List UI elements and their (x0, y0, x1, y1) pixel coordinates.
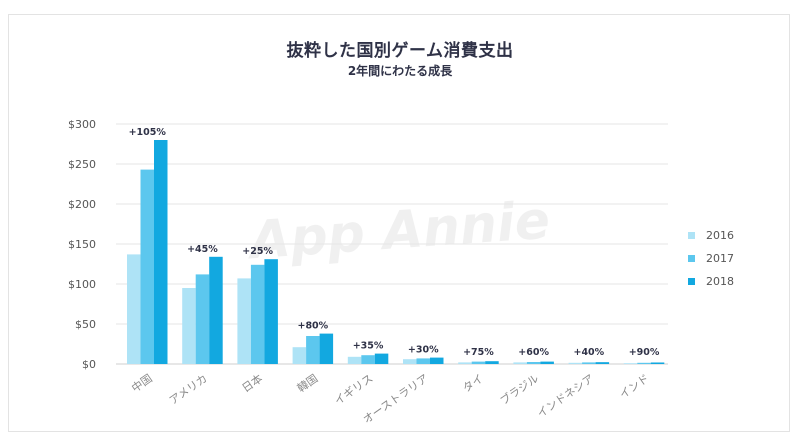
bar-2017 (637, 362, 651, 364)
legend-label: 2017 (706, 252, 734, 265)
bar-2016 (292, 347, 307, 364)
bar-2017 (471, 361, 486, 364)
bar-2018 (485, 361, 499, 364)
x-tick-label: タイ (460, 372, 485, 395)
growth-label: +45% (187, 244, 218, 255)
growth-label: +40% (573, 347, 604, 358)
growth-label: +35% (353, 341, 384, 352)
chart-title: 抜粋した国別ゲーム消費支出 (286, 41, 514, 61)
bar-2017 (526, 362, 541, 364)
bar-2018 (540, 361, 554, 364)
bar-series (127, 140, 665, 364)
bar-2017 (361, 355, 375, 364)
growth-label: +75% (463, 347, 494, 358)
bar-2017 (582, 362, 596, 364)
x-tick-label: ブラジル (497, 371, 541, 408)
bar-2017 (140, 169, 154, 364)
x-tick-label: インド (617, 372, 651, 402)
bar-2016 (347, 356, 362, 364)
x-tick-label: イギリス (332, 372, 375, 408)
bar-2016 (127, 254, 141, 364)
bar-2017 (195, 274, 210, 364)
growth-label: +25% (242, 246, 273, 257)
bar-2016 (403, 359, 417, 364)
legend-label: 2018 (706, 275, 734, 288)
bar-2017 (416, 358, 430, 364)
bar-2018 (319, 333, 334, 364)
legend: 2016 2017 2018 (688, 229, 734, 288)
legend-swatch (688, 232, 695, 239)
legend-swatch (688, 278, 695, 285)
growth-label: +60% (518, 347, 549, 358)
x-tick-label: インドネシア (535, 372, 597, 421)
bar-2016 (568, 362, 583, 364)
y-tick-label: $50 (75, 318, 96, 331)
growth-label: +90% (629, 347, 660, 358)
watermark-text: App Annie (244, 191, 552, 272)
bar-2016 (458, 362, 472, 364)
growth-label: +30% (408, 345, 439, 356)
bar-2016 (623, 363, 638, 364)
x-tick-label: 日本 (239, 371, 265, 395)
chart-subtitle: 2年間にわたる成長 (347, 64, 453, 78)
bar-2016 (237, 278, 251, 364)
y-axis: $0 $50 $100 $150 $200 $250 $300 (68, 118, 96, 371)
bar-2018 (264, 259, 278, 364)
bar-2016 (513, 362, 527, 364)
x-tick-label: 中国 (129, 372, 154, 395)
bar-2018 (154, 140, 168, 364)
bar-2017 (250, 264, 265, 364)
y-tick-label: $150 (68, 238, 96, 251)
bar-2016 (182, 288, 196, 364)
y-tick-label: $100 (68, 278, 96, 291)
bar-2018 (650, 362, 665, 364)
y-tick-label: $250 (68, 158, 96, 171)
y-tick-label: $200 (68, 198, 96, 211)
growth-label: +105% (129, 127, 167, 138)
bar-2018 (209, 256, 223, 364)
bar-2018 (595, 362, 610, 364)
y-tick-label: $0 (82, 358, 96, 371)
bar-2018 (430, 357, 444, 364)
x-tick-label: アメリカ (167, 372, 210, 408)
legend-label: 2016 (706, 229, 734, 242)
growth-label: +80% (297, 321, 328, 332)
growth-labels: +105% +45% +25% +80% +35% +30% +75% +60% +40% +90… (129, 127, 660, 358)
y-tick-label: $300 (68, 118, 96, 131)
legend-swatch (688, 255, 695, 262)
bar-2017 (306, 336, 320, 364)
x-tick-label: 韓国 (295, 372, 320, 395)
bar-2018 (374, 353, 389, 364)
